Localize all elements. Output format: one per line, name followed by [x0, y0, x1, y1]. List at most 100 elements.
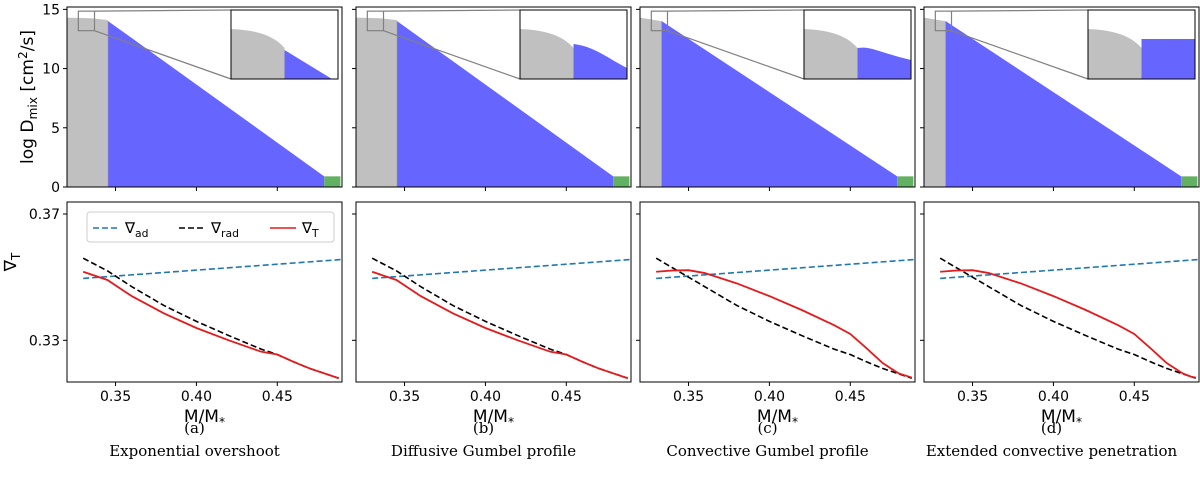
panel-b: 0.35 0.40 0.45 M/M*(b) Diffusive Gumbel prof… — [352, 6, 632, 460]
core-mixing-region — [356, 17, 398, 187]
x-axis-label: M/M* — [1041, 407, 1082, 429]
gradient-lines — [655, 257, 915, 379]
x-axis-label: M/M* — [184, 407, 225, 429]
legend: ∇ad ∇rad ∇T — [86, 211, 335, 243]
bottom-axes-frame — [923, 201, 1200, 383]
legend-label: ∇T — [301, 219, 319, 240]
top-ytick-label: 10 — [42, 62, 60, 78]
top-ytick-label: 15 — [42, 2, 60, 18]
top-y-axis-label: log Dmix [cm2/s] — [16, 30, 40, 164]
zoom-connector — [383, 30, 521, 80]
inset-frame — [519, 9, 628, 80]
bottom-axes-frame — [639, 201, 916, 383]
bottom-xtick-label: 0.40 — [181, 389, 212, 405]
bottom-axes-frame — [355, 201, 632, 383]
bottom-xtick-label: 0.35 — [389, 389, 420, 405]
grad-T-line — [82, 270, 340, 380]
grad-rad-line — [655, 257, 913, 379]
inset-envelope-region — [284, 50, 332, 79]
top-axes-frame — [639, 6, 916, 188]
subfigure-letter: (a) — [184, 419, 205, 437]
zoom-connector — [383, 9, 521, 12]
zoom-connector — [94, 30, 232, 80]
grad-ad-line — [83, 258, 342, 280]
panel-c: 0.35 0.40 0.45 M/M*(c) Convective Gumbel pro… — [636, 6, 916, 460]
inset-core-region — [231, 29, 285, 79]
bottom-xtick-label: 0.45 — [1119, 389, 1150, 405]
green-zone — [897, 176, 914, 187]
bottom-xtick-label: 0.45 — [262, 389, 293, 405]
inset-frame — [1087, 9, 1196, 80]
bottom-xtick-label: 0.45 — [835, 389, 866, 405]
bottom-xtick-label: 0.35 — [957, 389, 988, 405]
zoom-box — [366, 10, 385, 32]
gradient-lines — [82, 257, 342, 380]
envelope-mixing-region — [661, 21, 898, 187]
grad-T-line — [371, 270, 629, 380]
gradient-lines — [371, 257, 631, 380]
top-axes-frame — [66, 6, 343, 188]
top-ytick-label: 5 — [51, 121, 60, 137]
inset-envelope-region — [857, 47, 911, 79]
envelope-mixing-region — [945, 21, 1182, 187]
inset-frame — [230, 9, 339, 80]
x-axis-label: M/M* — [757, 407, 798, 429]
subfigure-letter: (d) — [1041, 419, 1062, 437]
inset-envelope-region — [1141, 39, 1195, 79]
grad-ad-line — [656, 258, 915, 280]
zoom-connector — [951, 30, 1089, 80]
green-zone — [324, 176, 341, 187]
subfigure-caption: Extended convective penetration — [926, 442, 1178, 460]
bottom-xtick-label: 0.40 — [754, 389, 785, 405]
bottom-y-axis-label: ∇T — [1, 252, 23, 272]
top-axes-frame — [355, 6, 632, 188]
grad-T-line — [940, 269, 1196, 379]
subfigure-caption: Exponential overshoot — [109, 442, 280, 460]
gradient-lines — [939, 257, 1199, 379]
subfigure-letter: (b) — [473, 419, 494, 437]
green-zone — [613, 176, 630, 187]
zoom-connector — [667, 30, 805, 80]
bottom-xtick-label: 0.45 — [551, 389, 582, 405]
zoom-connector — [951, 9, 1089, 12]
green-zone — [1181, 176, 1198, 187]
bottom-axes-frame — [66, 201, 343, 383]
bottom-ytick-label: 0.37 — [29, 207, 60, 223]
bottom-xtick-label: 0.35 — [100, 389, 131, 405]
panel-d: 0.35 0.40 0.45 M/M*(d) Extended convective p… — [920, 6, 1200, 460]
core-mixing-region — [67, 17, 109, 187]
bottom-ytick-label: 0.33 — [29, 333, 60, 349]
bottom-xtick-label: 0.35 — [673, 389, 704, 405]
top-ytick-label: 0 — [51, 180, 60, 196]
core-mixing-region — [924, 17, 946, 187]
grad-ad-line — [940, 258, 1199, 280]
bottom-xtick-label: 0.40 — [470, 389, 501, 405]
subfigure-letter: (c) — [757, 419, 777, 437]
inset-frame — [803, 9, 912, 80]
zoom-box — [650, 10, 669, 32]
legend-box — [86, 211, 335, 243]
inset-core-region — [804, 29, 858, 79]
inset-core-region — [520, 29, 574, 79]
grad-ad-line — [372, 258, 631, 280]
zoom-box — [934, 10, 953, 32]
zoom-box — [77, 10, 96, 32]
subfigure-caption: Convective Gumbel profile — [666, 442, 868, 460]
envelope-mixing-region — [397, 21, 614, 187]
x-axis-label: M/M* — [473, 407, 514, 429]
grad-rad-line — [939, 257, 1197, 379]
bottom-xtick-label: 0.40 — [1038, 389, 1069, 405]
core-mixing-region — [640, 17, 662, 187]
grad-rad-line — [82, 257, 340, 379]
envelope-mixing-region — [108, 21, 325, 187]
zoom-connector — [94, 9, 232, 12]
grad-T-line — [656, 269, 913, 379]
subfigure-caption: Diffusive Gumbel profile — [391, 442, 576, 460]
legend-label: ∇ad — [124, 219, 149, 240]
legend-label: ∇rad — [210, 219, 239, 240]
inset-envelope-region — [573, 44, 627, 79]
top-axes-frame — [923, 6, 1200, 188]
inset-core-region — [1088, 29, 1142, 79]
